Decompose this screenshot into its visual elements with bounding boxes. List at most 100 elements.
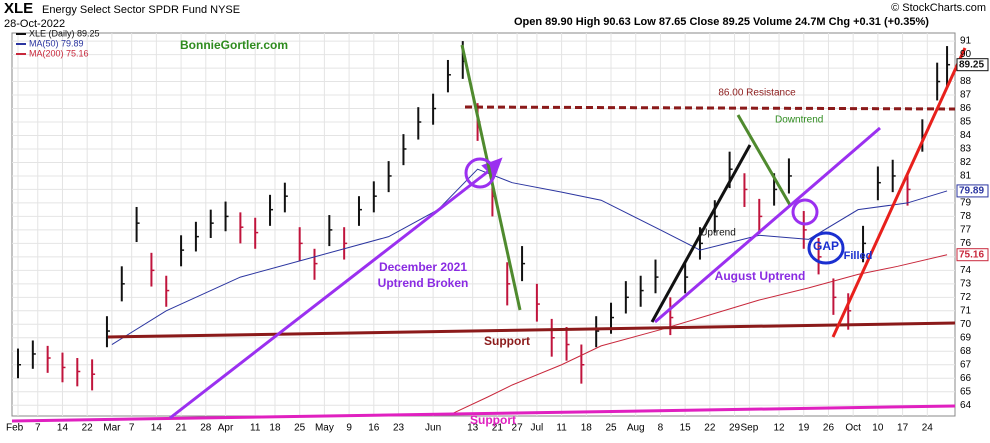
trend-line	[460, 44, 522, 311]
y-tick-label: 74	[960, 265, 972, 276]
y-tick-label: 71	[960, 305, 972, 316]
trend-line	[654, 126, 881, 324]
x-tick-label: 24	[922, 423, 934, 434]
y-tick-label: 65	[960, 386, 972, 397]
y-tick-label: 82	[960, 157, 972, 168]
legend-label: XLE (Daily) 89.25	[29, 28, 100, 38]
y-tick-label: 78	[960, 211, 972, 222]
circle-marker	[464, 157, 496, 189]
x-tick-label: 13	[467, 423, 479, 434]
y-tick-label: 64	[960, 400, 972, 411]
x-tick-label: May	[315, 423, 334, 434]
x-tick-label: 16	[368, 423, 380, 434]
annotation: Uptrend Broken	[378, 276, 469, 290]
value-tag: 79.89	[959, 186, 984, 197]
x-tick-label: 9	[346, 423, 352, 434]
trend-line	[831, 47, 967, 338]
trend-line	[169, 168, 491, 420]
y-tick-label: 84	[960, 130, 972, 141]
x-tick-label: Oct	[845, 423, 861, 434]
y-tick-label: 77	[960, 225, 972, 236]
x-tick-label: 8	[658, 423, 664, 434]
value-tag: 89.25	[959, 59, 984, 70]
y-tick-label: 72	[960, 292, 972, 303]
credit: © StockCharts.com	[891, 2, 986, 14]
x-tick-label: 14	[151, 423, 163, 434]
x-tick-label: 11	[250, 423, 261, 434]
x-tick-label: 22	[82, 423, 94, 434]
plot-frame	[11, 32, 956, 417]
x-tick-label: 27	[512, 423, 524, 434]
y-tick-label: 88	[960, 76, 972, 87]
moving-average	[111, 168, 948, 345]
trend-line	[650, 144, 752, 323]
y-tick-label: 68	[960, 346, 972, 357]
x-tick-label: 22	[704, 423, 716, 434]
y-tick-label: 87	[960, 90, 972, 101]
x-tick-label: 15	[680, 423, 692, 434]
value-tag-box	[956, 248, 989, 262]
y-tick-label: 66	[960, 373, 972, 384]
y-tick-label: 85	[960, 117, 972, 128]
x-tick-label: 7	[129, 423, 135, 434]
x-tick-label: 17	[897, 423, 909, 434]
trendlines	[11, 44, 967, 423]
annotation: 86.00 Resistance	[718, 88, 796, 99]
x-tick-label: 14	[57, 423, 69, 434]
x-tick-label: 12	[773, 423, 785, 434]
x-tick-label: 21	[176, 423, 188, 434]
x-tick-label: Aug	[627, 423, 645, 434]
trend-line	[736, 114, 792, 206]
x-tick-label: Apr	[218, 423, 234, 434]
y-tick-label: 76	[960, 238, 972, 249]
circle-marker	[791, 198, 819, 226]
x-tick-label: 18	[269, 423, 281, 434]
x-tick-label: 23	[393, 423, 405, 434]
value-tag: 75.16	[959, 249, 984, 260]
y-tick-label: 69	[960, 332, 972, 343]
annotation: BonnieGortler.com	[180, 38, 288, 52]
annotation: GAP	[813, 239, 839, 253]
annotation: Support	[470, 413, 516, 427]
moving-average	[452, 254, 948, 414]
x-tick-label: 10	[872, 423, 884, 434]
legend-label: MA(50) 79.89	[29, 38, 84, 48]
x-tick-label: 28	[200, 423, 212, 434]
x-tick-label: Jul	[530, 423, 543, 434]
x-tick-label: Mar	[103, 423, 121, 434]
y-tick-label: 83	[960, 144, 972, 155]
x-tick-label: 25	[294, 423, 306, 434]
y-tick-label: 73	[960, 278, 972, 289]
annotation: Support	[484, 334, 530, 348]
x-tick-label: 19	[798, 423, 810, 434]
annotation: August Uptrend	[715, 269, 806, 283]
support-line	[11, 404, 956, 423]
y-tick-label: 90	[960, 49, 972, 60]
x-tick-label: 26	[823, 423, 835, 434]
x-tick-label: 18	[581, 423, 593, 434]
y-tick-label: 86	[960, 103, 972, 114]
value-tag-box	[956, 58, 989, 72]
x-tick-label: 25	[605, 423, 617, 434]
info: Open 89.90 High 90.63 Low 87.65 Close 89…	[514, 16, 929, 28]
x-tick-label: Jun	[425, 423, 441, 434]
x-tick-label: Feb	[6, 423, 24, 434]
annotation: Downtrend	[775, 115, 823, 126]
x-tick-label: Sep	[740, 423, 758, 434]
y-tick-label: 70	[960, 319, 972, 330]
y-tick-label: 91	[960, 36, 972, 47]
chart-title: XLE	[4, 0, 33, 17]
subtitle: Energy Select Sector SPDR Fund NYSE	[42, 4, 240, 16]
value-tag-box	[956, 184, 989, 198]
resistance-line	[464, 105, 956, 111]
x-tick-label: 21	[492, 423, 504, 434]
support-line	[107, 321, 956, 339]
y-tick-label: 67	[960, 359, 972, 370]
gap-marker	[807, 231, 845, 265]
date: 28-Oct-2022	[4, 18, 65, 30]
annotation: Filled	[844, 250, 873, 262]
annotation: December 2021	[379, 260, 467, 274]
x-tick-label: 11	[556, 423, 567, 434]
legend-label: MA(200) 75.16	[29, 48, 89, 58]
